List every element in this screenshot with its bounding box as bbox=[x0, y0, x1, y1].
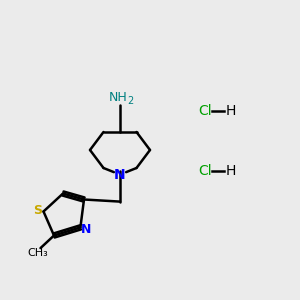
Text: NH: NH bbox=[109, 91, 128, 104]
Text: 2: 2 bbox=[128, 95, 134, 106]
Text: H: H bbox=[226, 164, 236, 178]
Text: Cl: Cl bbox=[198, 164, 211, 178]
Text: N: N bbox=[81, 223, 92, 236]
Text: Cl: Cl bbox=[198, 104, 211, 118]
Text: H: H bbox=[226, 104, 236, 118]
Text: N: N bbox=[114, 168, 126, 182]
Text: S: S bbox=[33, 203, 42, 217]
Text: CH₃: CH₃ bbox=[27, 248, 48, 259]
